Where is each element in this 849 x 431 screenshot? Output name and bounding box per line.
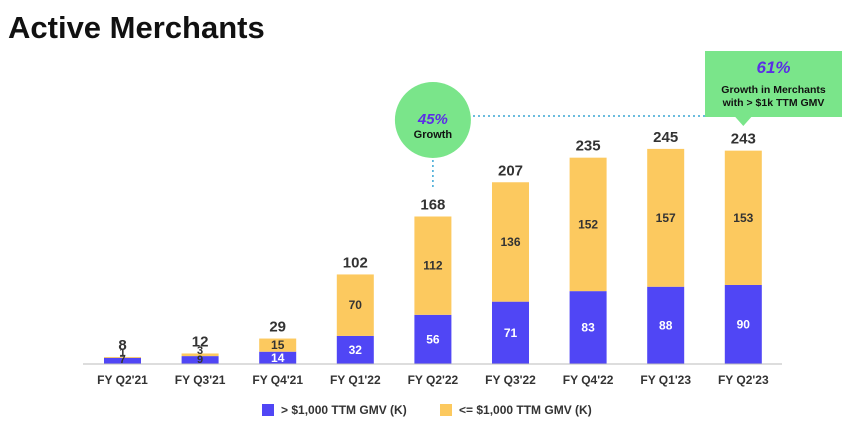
bar-segment-above-1k (492, 301, 529, 364)
x-tick-label: FY Q4'22 (563, 373, 614, 387)
bar-segment-above-1k (569, 291, 607, 364)
legend-swatch-above-1k (262, 404, 274, 416)
segment-label-above-1k: 83 (581, 321, 595, 335)
merchant-growth-caption-line2: with > $1k TTM GMV (722, 97, 825, 109)
bar-segment-below-1k (104, 356, 141, 358)
segment-label-above-1k: 7 (119, 354, 125, 366)
x-tick-label: FY Q2'21 (97, 373, 148, 387)
bar-total-label: 29 (269, 319, 286, 336)
x-tick-label: FY Q2'22 (408, 373, 459, 387)
legend-label-above-1k: > $1,000 TTM GMV (K) (281, 403, 407, 417)
bar-segment-above-1k (104, 357, 141, 364)
x-tick-label: FY Q2'23 (718, 373, 769, 387)
segment-label-below-1k: 153 (733, 211, 753, 225)
bar-segment-below-1k (724, 150, 762, 285)
bar-total-label: 235 (576, 138, 601, 155)
legend-label-below-1k: <= $1,000 TTM GMV (K) (459, 403, 592, 417)
legend-swatch-below-1k (440, 404, 452, 416)
bar-total-label: 12 (192, 333, 209, 350)
bar-total-label: 168 (420, 196, 445, 213)
merchant-growth-caption-line1: Growth in Merchants (721, 84, 826, 96)
growth-percent-label: 45% (417, 111, 448, 128)
bar-segment-below-1k (492, 182, 529, 302)
bar-segment-below-1k (569, 157, 607, 292)
bar-segment-above-1k (259, 351, 297, 364)
bar-segment-below-1k (181, 353, 219, 357)
segment-label-below-1k: 136 (500, 235, 520, 249)
segment-label-above-1k: 14 (271, 351, 285, 365)
x-tick-label: FY Q4'21 (252, 373, 303, 387)
segment-label-above-1k: 56 (426, 332, 440, 346)
segment-label-below-1k: 70 (349, 298, 363, 312)
segment-label-above-1k: 90 (737, 317, 751, 331)
bar-total-label: 207 (498, 162, 523, 179)
segment-label-below-1k: 1 (119, 347, 125, 359)
page-title: Active Merchants (8, 10, 265, 45)
legend: > $1,000 TTM GMV (K) <= $1,000 TTM GMV (K… (262, 403, 592, 417)
segment-label-below-1k: 157 (656, 211, 676, 225)
bar-segment-above-1k (181, 356, 219, 364)
segment-label-above-1k: 32 (349, 343, 363, 357)
x-tick-label: FY Q1'23 (640, 373, 691, 387)
segment-label-below-1k: 3 (197, 345, 203, 357)
segment-label-above-1k: 88 (659, 318, 673, 332)
growth-caption: Growth (414, 129, 453, 141)
bar-total-label: 243 (731, 131, 756, 148)
growth-circle-badge (394, 82, 471, 158)
bar-segment-above-1k (336, 335, 374, 364)
bar-total-label: 102 (343, 254, 368, 271)
bar-total-label: 8 (118, 337, 126, 354)
bar-total-label: 245 (653, 129, 678, 146)
x-tick-label: FY Q3'22 (485, 373, 536, 387)
merchant-growth-callout (705, 51, 842, 126)
merchant-growth-percent: 61% (756, 58, 790, 77)
bar-segment-above-1k (414, 314, 452, 364)
bars-layer (104, 148, 762, 364)
segment-label-below-1k: 152 (578, 217, 598, 231)
segment-label-below-1k: 15 (271, 338, 285, 352)
x-tick-label: FY Q3'21 (175, 373, 226, 387)
segment-label-above-1k: 9 (197, 354, 203, 366)
segment-label-below-1k: 112 (423, 259, 443, 273)
x-tick-label: FY Q1'22 (330, 373, 381, 387)
bar-segment-below-1k (336, 274, 374, 336)
bar-segment-below-1k (647, 148, 685, 287)
bar-segment-below-1k (259, 338, 297, 352)
bar-segment-above-1k (647, 286, 685, 364)
bar-segment-below-1k (414, 216, 452, 315)
segment-label-above-1k: 71 (504, 326, 518, 340)
bar-segment-above-1k (724, 284, 762, 364)
